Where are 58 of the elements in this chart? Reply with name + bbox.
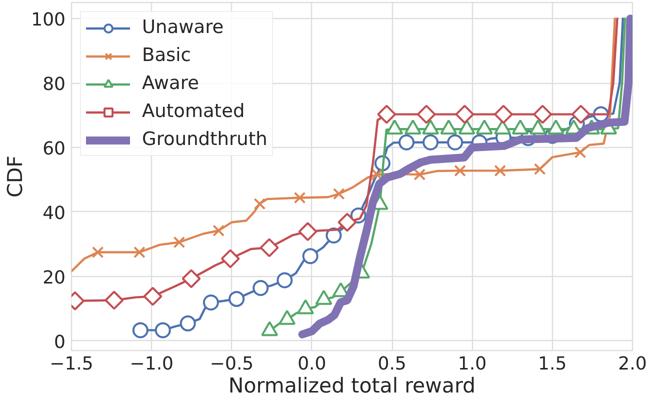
point (533, 104, 552, 124)
point (332, 188, 345, 200)
point (276, 272, 293, 288)
point (220, 249, 240, 268)
point (294, 192, 306, 204)
point (202, 294, 219, 310)
point (182, 269, 201, 288)
point (534, 163, 546, 176)
legend-label: Automated (142, 101, 245, 122)
point (371, 168, 384, 181)
point (252, 280, 269, 296)
point (134, 246, 146, 258)
point (571, 104, 590, 124)
point (447, 134, 464, 150)
point (422, 134, 439, 150)
point (92, 246, 104, 258)
point (154, 322, 171, 338)
point (454, 164, 466, 177)
point (338, 212, 357, 232)
legend-label: Unaware (142, 17, 224, 38)
x-tick-label: −1.5 (50, 354, 94, 374)
x-tick-label: 1.5 (538, 354, 567, 374)
point (494, 104, 513, 124)
point (414, 168, 426, 181)
point (455, 104, 474, 124)
y-tick-label: 0 (54, 332, 66, 353)
x-axis-title: Normalized total reward (228, 374, 476, 398)
y-tick-label: 40 (42, 202, 66, 224)
legend-label: Aware (142, 73, 199, 94)
x-tick-label: 1.0 (458, 354, 487, 374)
point (132, 322, 148, 338)
point (254, 198, 266, 210)
x-tick-label: 0.0 (298, 354, 326, 374)
point (398, 134, 414, 150)
y-tick-label: 80 (42, 74, 66, 96)
y-tick-label: 100 (31, 10, 66, 31)
point (260, 238, 279, 258)
point (104, 290, 124, 310)
point (302, 248, 318, 264)
y-tick-label: 60 (42, 138, 66, 160)
point (212, 224, 225, 237)
x-tick-label: 0.5 (378, 354, 406, 374)
x-tick-label: 2.0 (618, 354, 647, 374)
x-tick-label: −1.0 (130, 354, 174, 374)
point (180, 315, 196, 332)
x-tick-label: −0.5 (210, 354, 254, 374)
y-axis-title: CDF (3, 156, 28, 198)
point (494, 164, 506, 177)
legend-label: Basic (142, 45, 191, 66)
point (173, 236, 186, 248)
point (143, 286, 162, 306)
point (228, 290, 245, 307)
point (377, 104, 396, 124)
y-tick-label: 20 (42, 267, 66, 288)
point (574, 146, 586, 158)
point (298, 222, 318, 242)
legend-label: Groundthruth (142, 129, 268, 150)
point (416, 104, 436, 124)
